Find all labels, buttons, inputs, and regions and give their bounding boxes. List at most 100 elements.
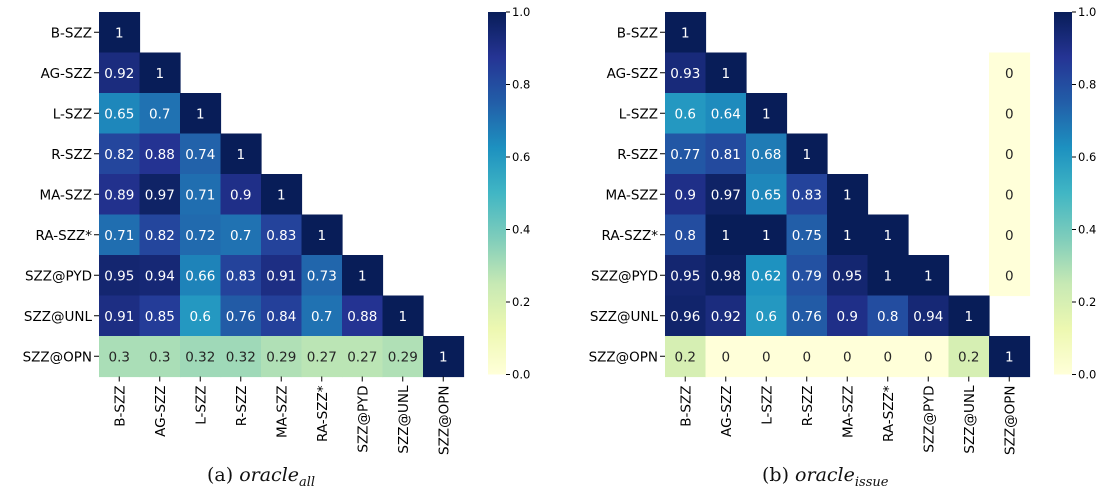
heatmap-cell: [705, 295, 747, 337]
cell-value-label: 0.88: [145, 147, 175, 163]
cell-value-label: 0.9: [837, 309, 858, 325]
cell-value-label: 0: [762, 349, 771, 365]
heatmap-cell: [665, 12, 707, 54]
colorbar-tick-label: 0.8: [1078, 78, 1096, 92]
heatmap-cell: [827, 255, 869, 297]
heatmap-cell: [746, 295, 788, 337]
cell-value-label: 1: [883, 228, 892, 244]
row-tick-label: AG-SZZ: [607, 66, 658, 82]
colorbar-tick-label: 0.6: [1078, 150, 1096, 164]
heatmap-cell: [746, 133, 788, 175]
cell-value-label: 0.71: [104, 228, 134, 244]
heatmap-cell: [867, 255, 909, 297]
cell-value-label: 0.74: [185, 147, 215, 163]
cell-value-label: 1: [277, 187, 286, 203]
heatmap-cell: [220, 336, 262, 378]
heatmap-cell: [139, 214, 181, 256]
cell-value-label: 0.97: [711, 187, 741, 203]
col-tick-label: B-SZZ: [678, 386, 694, 427]
heatmap-cell: [220, 133, 262, 175]
heatmap-cell: [382, 295, 424, 337]
row-tick-label: RA-SZZ*: [36, 228, 93, 244]
cell-value-label: 0.7: [311, 309, 332, 325]
cell-value-label: 0.65: [104, 106, 134, 122]
heatmap-cell: [220, 295, 262, 337]
cell-value-label: 1: [196, 106, 205, 122]
heatmap-cell: [908, 295, 950, 337]
cell-value-label: 0.98: [711, 268, 741, 284]
heatmap-cell: [301, 255, 343, 297]
heatmap-cell: [705, 336, 747, 378]
cell-value-label: 0.7: [149, 106, 170, 122]
cell-value-label: 1: [115, 25, 124, 41]
heatmap-cell: [989, 93, 1031, 135]
heatmap-cell: [382, 336, 424, 378]
caption-a-label: (a): [207, 464, 234, 486]
heatmap-cell: [99, 93, 141, 135]
heatmap-cell: [180, 336, 222, 378]
heatmap-cell: [180, 295, 222, 337]
cell-value-label: 1: [802, 147, 811, 163]
cell-value-label: 0.9: [675, 187, 696, 203]
heatmap-cell: [786, 295, 828, 337]
cell-value-label: 0.2: [675, 349, 696, 365]
cell-value-label: 0.92: [104, 66, 134, 82]
heatmap-cell: [99, 336, 141, 378]
heatmap-cell: [220, 174, 262, 216]
cell-value-label: 0.6: [190, 309, 211, 325]
heatmap-cell: [139, 52, 181, 94]
heatmap-cell: [665, 295, 707, 337]
cell-value-label: 0.32: [185, 349, 215, 365]
cell-value-label: 0.7: [230, 228, 251, 244]
colorbar-a: [488, 12, 506, 375]
heatmap-cell: [746, 255, 788, 297]
cell-value-label: 0: [1005, 187, 1014, 203]
cell-value-label: 0.75: [792, 228, 822, 244]
cell-value-label: 0.71: [185, 187, 215, 203]
heatmap-cell: [665, 336, 707, 378]
caption-b-sub: issue: [854, 474, 889, 490]
heatmap-cell: [423, 336, 465, 378]
heatmap-cell: [867, 214, 909, 256]
row-tick-label: MA-SZZ: [39, 187, 92, 203]
cell-value-label: 0.64: [711, 106, 741, 122]
heatmap-cell: [665, 52, 707, 94]
cell-value-label: 1: [236, 147, 245, 163]
col-tick-label: SZZ@UNL: [962, 385, 978, 454]
cell-value-label: 1: [721, 66, 730, 82]
row-tick-label: SZZ@OPN: [589, 349, 658, 365]
caption-a-name: oracle: [239, 464, 300, 486]
heatmap-cell: [99, 133, 141, 175]
cell-value-label: 0: [1005, 147, 1014, 163]
heatmap-cell: [989, 52, 1031, 94]
cell-value-label: 1: [924, 268, 933, 284]
caption-a-sub: all: [299, 474, 316, 490]
col-tick-label: SZZ@UNL: [396, 385, 412, 454]
row-tick-label: MA-SZZ: [605, 187, 658, 203]
caption-a: (a) oracleall: [207, 464, 315, 490]
cell-value-label: 0.88: [347, 309, 377, 325]
cell-value-label: 0.82: [145, 228, 175, 244]
caption-b-name: oracle: [795, 464, 855, 486]
heatmap-cell: [705, 93, 747, 135]
cell-value-label: 0.95: [104, 268, 134, 284]
heatmap-cell: [261, 174, 303, 216]
heatmap-cell: [827, 174, 869, 216]
caption-b-label: (b): [762, 464, 789, 486]
cell-value-label: 0.82: [104, 147, 134, 163]
heatmap-cell: [705, 52, 747, 94]
heatmap-cell: [99, 214, 141, 256]
heatmap-cell: [665, 255, 707, 297]
heatmap-cell: [665, 93, 707, 135]
heatmap-cell: [705, 174, 747, 216]
heatmap-cell: [261, 255, 303, 297]
heatmap-cell: [867, 336, 909, 378]
cell-value-label: 0.96: [670, 309, 700, 325]
heatmap-cell: [786, 255, 828, 297]
heatmap-cell: [989, 255, 1031, 297]
col-tick-label: B-SZZ: [112, 386, 128, 427]
cell-value-label: 0.6: [675, 106, 696, 122]
heatmap-cell: [746, 336, 788, 378]
colorbar-tick-label: 1.0: [512, 5, 530, 19]
